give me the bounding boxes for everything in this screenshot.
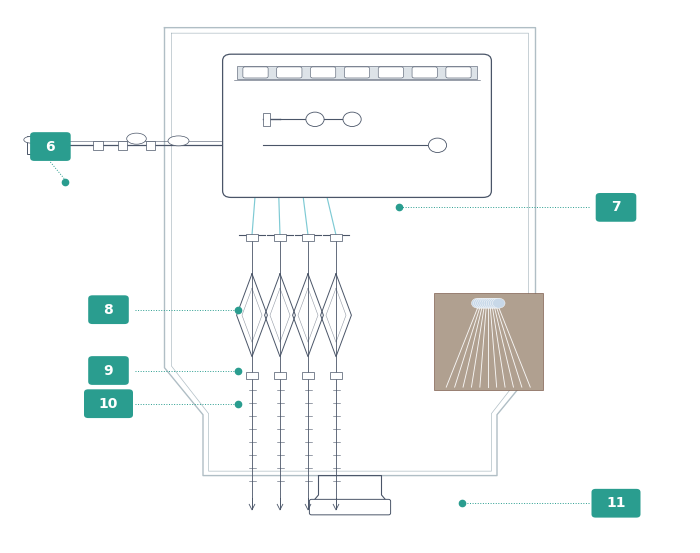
FancyBboxPatch shape	[596, 193, 636, 222]
Bar	[118, 141, 127, 150]
Circle shape	[493, 298, 505, 308]
Text: 6: 6	[46, 139, 55, 154]
FancyBboxPatch shape	[30, 132, 71, 161]
Bar	[146, 141, 155, 150]
Text: 11: 11	[606, 496, 626, 510]
FancyBboxPatch shape	[223, 54, 491, 197]
Circle shape	[486, 298, 498, 308]
Bar	[274, 234, 286, 241]
Ellipse shape	[127, 133, 146, 144]
Bar	[262, 113, 270, 126]
Circle shape	[484, 298, 497, 308]
FancyBboxPatch shape	[276, 67, 302, 78]
Circle shape	[476, 298, 489, 308]
Circle shape	[306, 112, 324, 127]
FancyBboxPatch shape	[88, 356, 129, 385]
Bar	[274, 372, 286, 379]
Bar	[302, 372, 314, 379]
FancyBboxPatch shape	[309, 499, 391, 515]
Bar	[330, 372, 342, 379]
Circle shape	[490, 298, 503, 308]
FancyBboxPatch shape	[446, 67, 471, 78]
Bar	[330, 234, 342, 241]
Text: 9: 9	[104, 363, 113, 378]
Circle shape	[477, 298, 490, 308]
FancyBboxPatch shape	[592, 489, 640, 518]
FancyBboxPatch shape	[243, 67, 268, 78]
Ellipse shape	[32, 149, 46, 155]
Bar	[302, 234, 314, 241]
Bar	[434, 293, 542, 390]
Text: 8: 8	[104, 302, 113, 317]
FancyBboxPatch shape	[412, 67, 438, 78]
Bar	[246, 234, 258, 241]
Bar	[27, 137, 43, 154]
FancyBboxPatch shape	[311, 67, 336, 78]
Text: 7: 7	[611, 200, 621, 215]
Circle shape	[473, 298, 486, 308]
FancyBboxPatch shape	[344, 67, 370, 78]
Ellipse shape	[168, 136, 189, 146]
Circle shape	[489, 298, 501, 308]
Circle shape	[480, 298, 493, 308]
Bar	[237, 66, 477, 79]
Circle shape	[472, 298, 484, 308]
Bar	[93, 141, 103, 150]
Text: 10: 10	[99, 397, 118, 411]
FancyBboxPatch shape	[378, 67, 403, 78]
FancyBboxPatch shape	[88, 295, 129, 324]
Ellipse shape	[24, 137, 38, 143]
Circle shape	[482, 298, 494, 308]
Circle shape	[428, 138, 447, 153]
Bar	[246, 372, 258, 379]
FancyBboxPatch shape	[84, 389, 133, 418]
Circle shape	[343, 112, 361, 127]
